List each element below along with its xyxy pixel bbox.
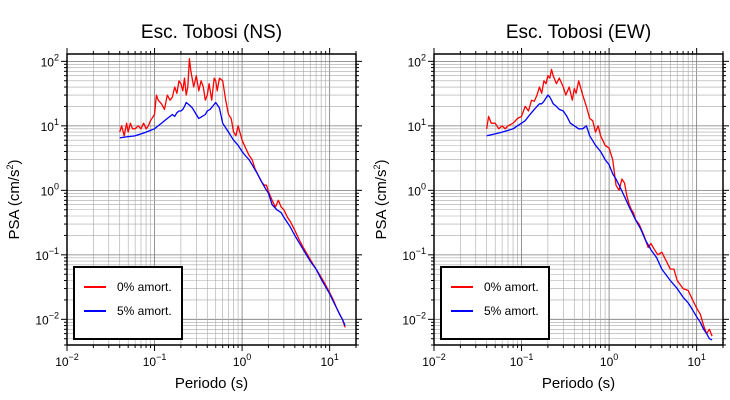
series-line-zero-damping	[486, 68, 713, 337]
legend-label: 0% amort.	[117, 280, 172, 294]
y-tick-label: 10−1	[402, 246, 426, 263]
series-line-zero-damping	[119, 58, 346, 328]
x-tick-label: 10−2	[422, 352, 446, 369]
x-tick-label: 10−1	[510, 352, 534, 369]
legend-box	[440, 266, 550, 340]
chart-ns: 10−2 10−1 100 101 10−2 10−1 100 101 102 Esc. Tobo…	[5, 22, 362, 392]
series-line-five-damping	[486, 94, 713, 341]
y-tick-label: 101	[41, 117, 59, 134]
x-tick-label: 10−2	[55, 352, 79, 369]
x-tick-label: 10−1	[143, 352, 167, 369]
y-tick-label: 10−2	[35, 310, 59, 327]
x-axis-label: Periodo (s)	[175, 375, 248, 392]
y-tick-label: 101	[408, 117, 426, 134]
y-tick-label: 102	[41, 52, 59, 69]
y-tick-label: 100	[408, 181, 426, 198]
plot-frame	[433, 53, 724, 346]
series-line-five-damping	[119, 101, 346, 326]
x-tick-label: 100	[600, 352, 618, 369]
legend: 0% amort. 5% amort.	[73, 266, 183, 340]
legend-label: 5% amort.	[484, 304, 539, 318]
y-axis-label: PSA (cm/s2)	[372, 159, 390, 239]
legend-label: 0% amort.	[484, 280, 539, 294]
legend-label: 5% amort.	[117, 304, 172, 318]
chart-title: Esc. Tobosi (EW)	[506, 22, 651, 43]
y-axis-label: PSA (cm/s2)	[5, 159, 23, 239]
y-tick-label: 10−1	[35, 246, 59, 263]
legend-box	[73, 266, 183, 340]
x-axis-label: Periodo (s)	[542, 375, 615, 392]
y-tick-label: 102	[408, 52, 426, 69]
series-group	[486, 68, 713, 341]
x-tick-label: 100	[233, 352, 251, 369]
legend: 0% amort. 5% amort.	[440, 266, 550, 340]
chart-title: Esc. Tobosi (NS)	[141, 22, 282, 43]
series-group	[119, 58, 346, 328]
x-tick-label: 101	[687, 352, 705, 369]
chart-ew: 10−2 10−1 100 101 10−2 10−1 100 101 102 Esc. Tobo…	[372, 22, 729, 392]
x-tick-label: 101	[320, 352, 338, 369]
plot-frame	[66, 53, 357, 346]
y-tick-label: 100	[41, 181, 59, 198]
y-tick-label: 10−2	[402, 310, 426, 327]
